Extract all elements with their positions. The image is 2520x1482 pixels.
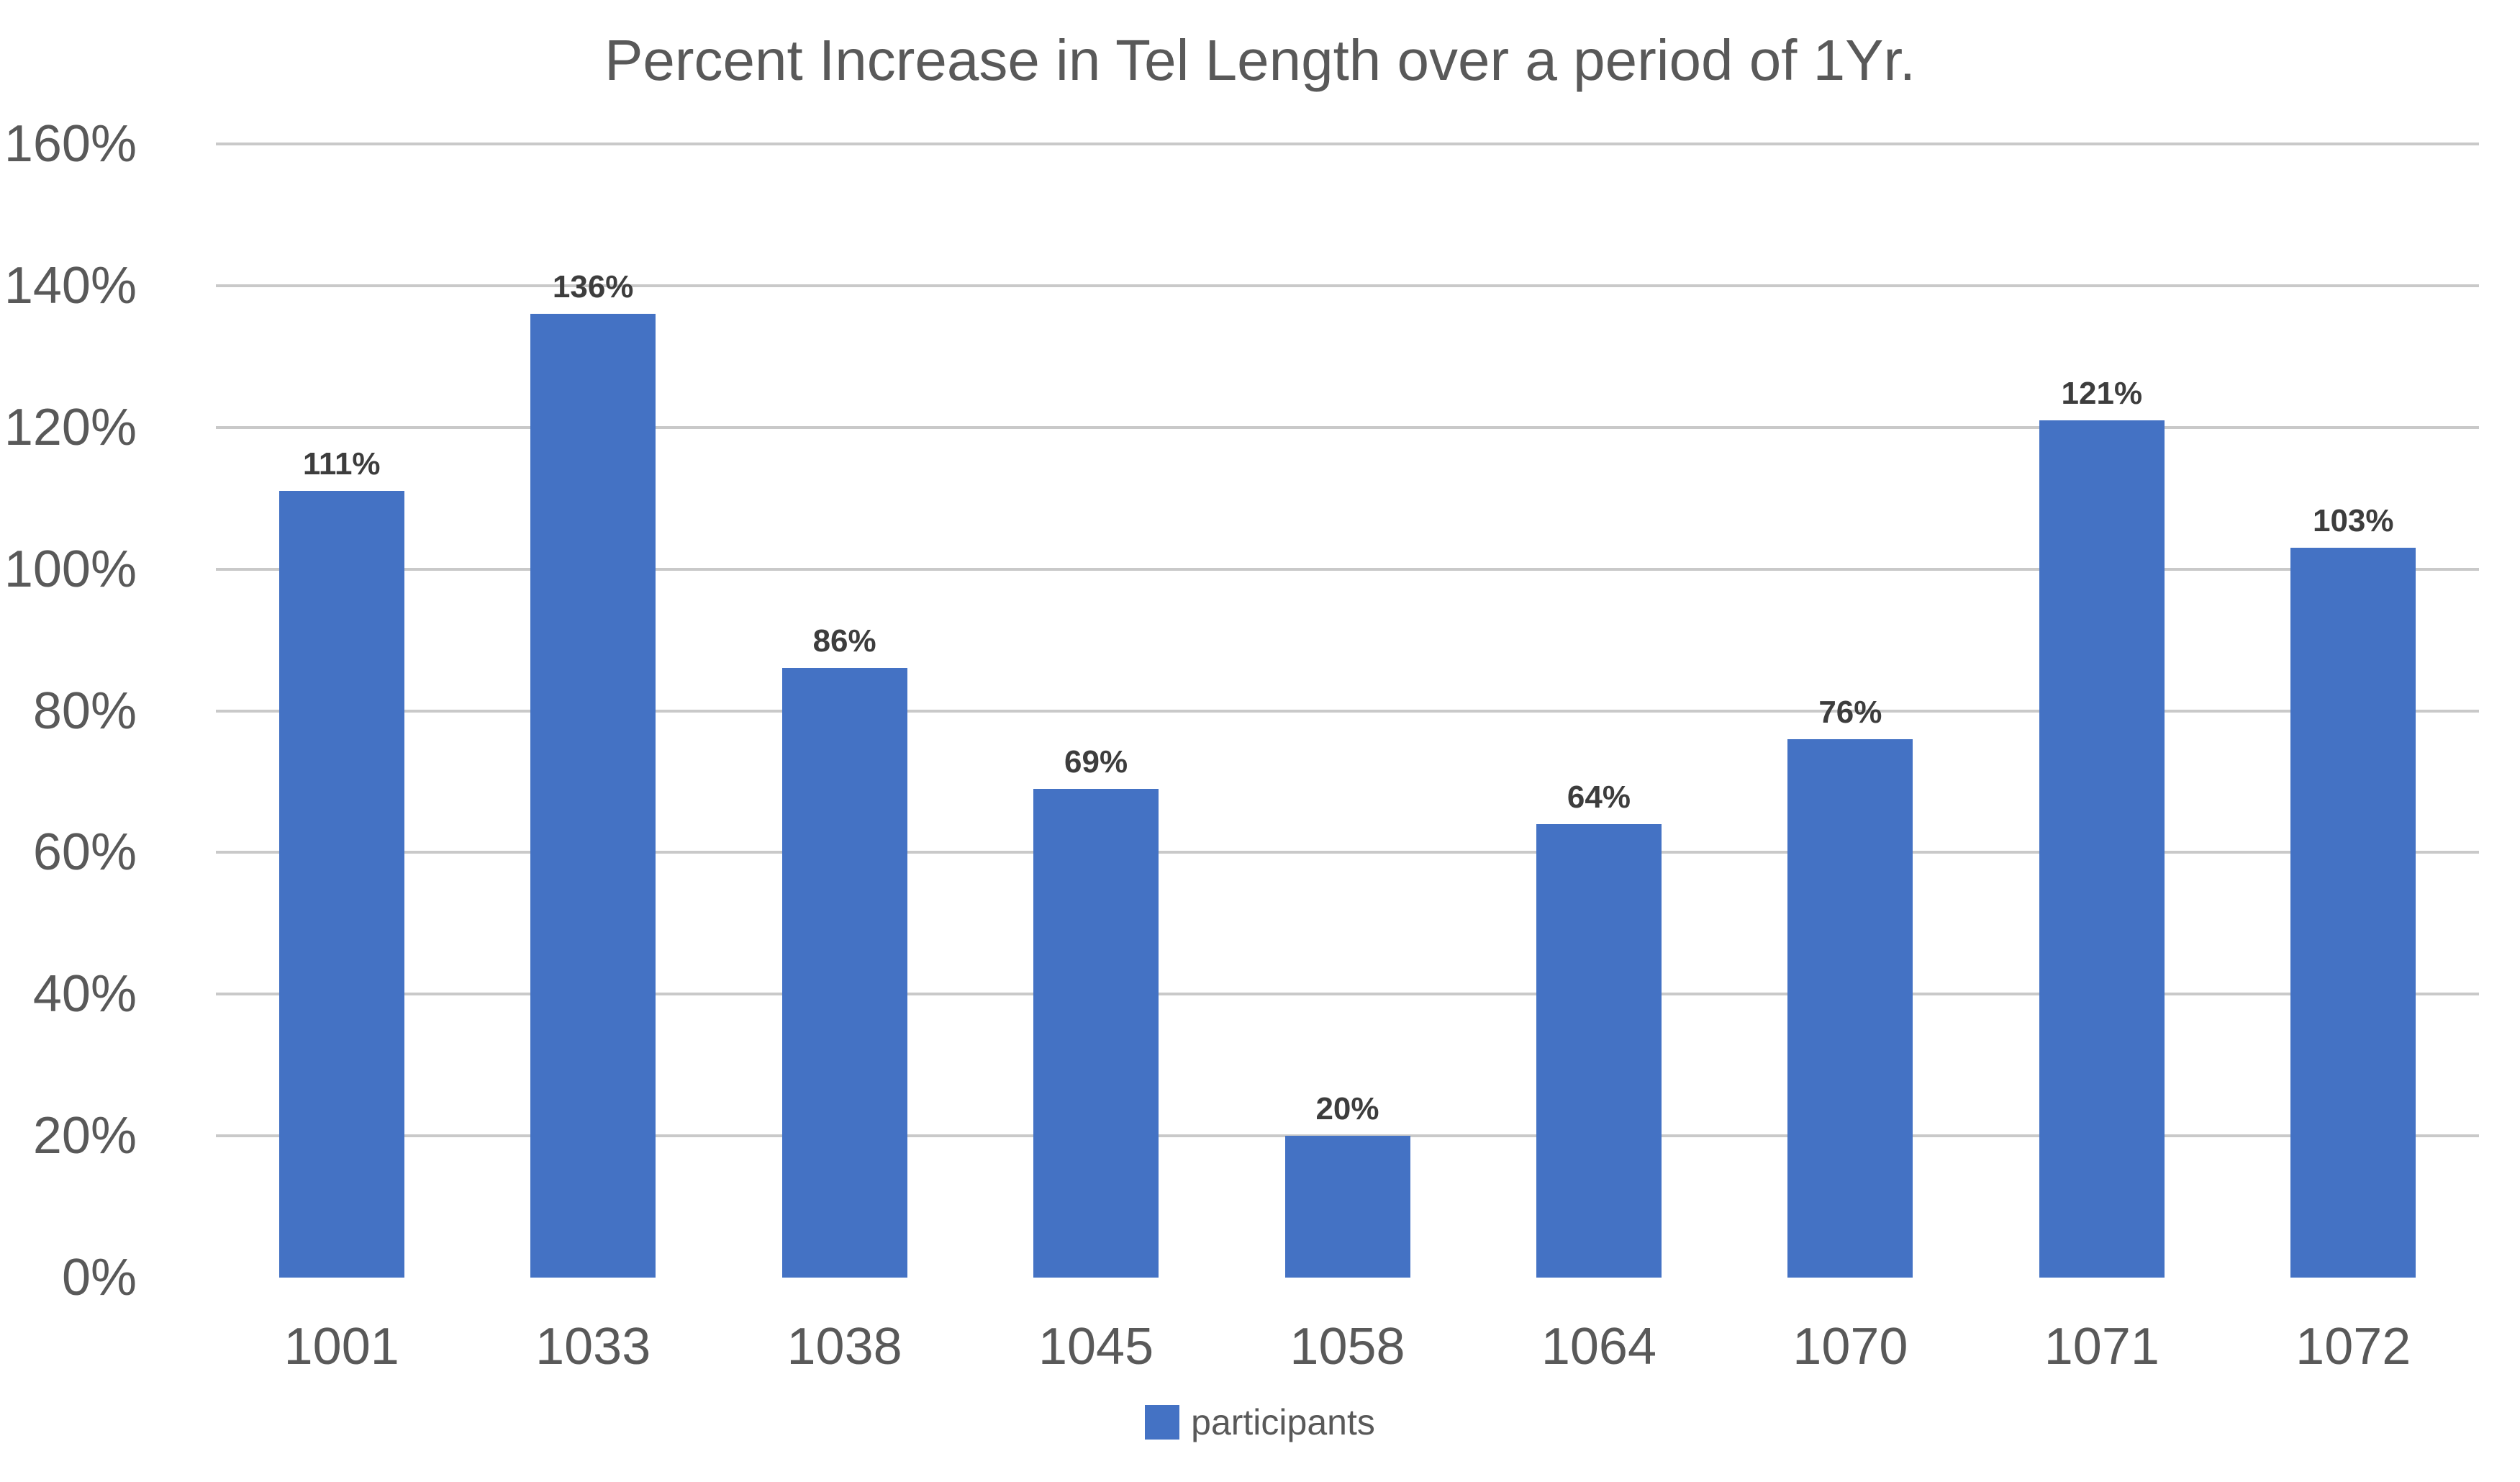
gridline-140 [216, 284, 2479, 287]
gridline-160 [216, 143, 2479, 145]
data-label-1038: 86% [812, 623, 876, 659]
bar-1058[interactable] [1284, 1136, 1410, 1278]
x-tick-label-1071: 1071 [2044, 1318, 2159, 1375]
bar-1064[interactable] [1536, 824, 1662, 1278]
y-tick-label-20: 20% [32, 1107, 137, 1165]
data-label-1058: 20% [1315, 1091, 1379, 1127]
y-tick-label-140: 140% [4, 256, 137, 315]
gridline-40 [216, 993, 2479, 996]
x-tick-label-1045: 1045 [1038, 1318, 1154, 1375]
bar-1033[interactable] [530, 314, 656, 1278]
data-label-1064: 64% [1567, 780, 1631, 815]
legend[interactable]: participants [0, 1404, 2520, 1441]
gridline-60 [216, 851, 2479, 854]
x-tick-label-1064: 1064 [1541, 1318, 1657, 1375]
y-tick-label-0: 0% [61, 1249, 137, 1306]
gridline-120 [216, 425, 2479, 429]
x-tick-label-1033: 1033 [535, 1318, 651, 1375]
y-tick-label-100: 100% [4, 540, 137, 598]
y-tick-label-60: 60% [32, 823, 137, 882]
plot-area: 0% 20% 40% 60% 80% 100% 120% 140% 160% 111% 1001 13… [4, 118, 2479, 1373]
legend-swatch-participants [1145, 1405, 1180, 1440]
y-tick-label-160: 160% [4, 115, 137, 173]
bar-1045[interactable] [1033, 788, 1159, 1278]
bar-1072[interactable] [2290, 548, 2416, 1278]
gridline-100 [216, 567, 2479, 571]
bar-1071[interactable] [2039, 420, 2165, 1278]
x-tick-label-1038: 1038 [787, 1318, 902, 1375]
data-label-1001: 111% [302, 446, 381, 482]
data-label-1033: 136% [552, 269, 634, 305]
bar-1070[interactable] [1787, 738, 1913, 1278]
gridline-80 [216, 709, 2479, 713]
x-tick-label-1001: 1001 [284, 1318, 399, 1375]
data-label-1071: 121% [2061, 375, 2143, 411]
y-tick-label-40: 40% [32, 965, 137, 1024]
data-label-1045: 69% [1064, 744, 1128, 780]
data-label-1072: 103% [2312, 503, 2394, 539]
data-label-1070: 76% [1818, 694, 1882, 730]
bar-1001[interactable] [278, 491, 404, 1278]
x-tick-label-1072: 1072 [2295, 1318, 2411, 1375]
x-tick-label-1058: 1058 [1290, 1318, 1405, 1375]
y-tick-label-120: 120% [4, 398, 137, 456]
bar-1038[interactable] [781, 668, 907, 1278]
legend-label: participants [1191, 1402, 1375, 1442]
y-tick-label-80: 80% [32, 682, 137, 740]
x-tick-label-1070: 1070 [1792, 1318, 1908, 1375]
chart-title: Percent Increase in Tel Length over a pe… [604, 28, 1916, 92]
